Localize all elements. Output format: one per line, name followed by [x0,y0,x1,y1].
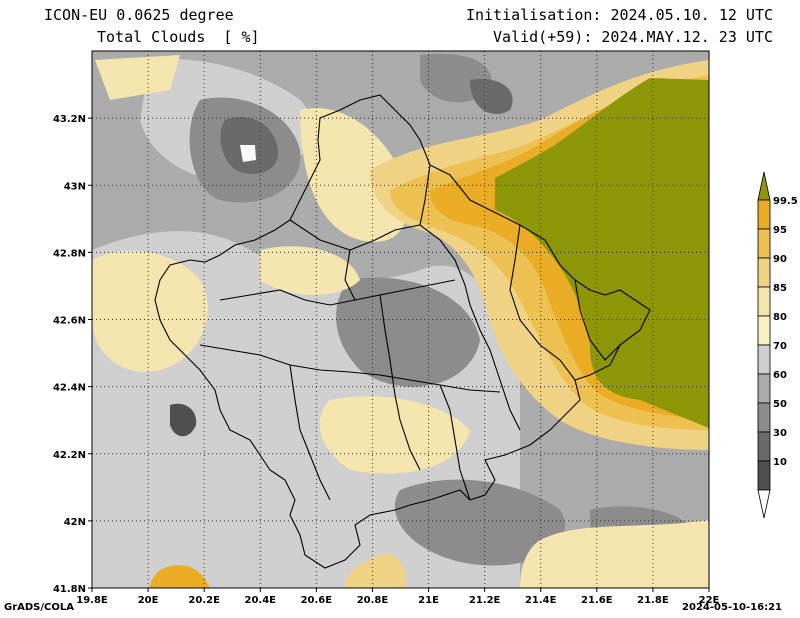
colorbar-segment [757,402,771,433]
inner-border-10 [574,279,621,361]
colorbar-segment [757,315,771,346]
field-darker-grey-n [470,79,513,115]
colorbar-legend: 99.5 95 90 85 80 70 60 50 30 10 [757,171,798,519]
lon-tick-label: 21.6E [581,595,613,606]
inner-border-3 [199,344,501,393]
colorbar-label: 50 [773,399,787,410]
colorbar-segment [757,373,771,404]
colorbar-label: 90 [773,254,787,265]
initialisation-time: Initialisation: 2024.05.10. 12 UTC [465,6,773,24]
inner-border-2 [219,279,456,306]
latitude-axis: 43.2N 43N 42.8N 42.6N 42.4N 42.2N 42N 41.8N [53,114,92,595]
colorbar-label: 80 [773,312,787,323]
lat-tick-label: 42.8N [53,248,86,259]
colorbar-label: 99.5 [773,196,798,207]
lon-tick-label: 20.4E [245,595,277,606]
cloud-cover-field [92,51,709,588]
field-pale-s [319,396,470,474]
lat-tick-label: 42.6N [53,316,86,327]
graticule [92,51,709,588]
colorbar-segment [757,286,771,317]
inner-border-5 [379,294,421,471]
colorbar-top-triangle [757,171,771,201]
lon-tick-label: 19.8E [76,595,108,606]
field-overcast [495,78,709,428]
lat-tick-label: 41.8N [53,584,86,595]
colorbar-bottom-triangle [757,489,771,519]
colorbar-label: 10 [773,457,787,468]
colorbar-label: 70 [773,341,787,352]
colorbar-label: 30 [773,428,787,439]
inner-border-7 [509,224,576,381]
lat-tick-label: 43N [64,181,86,192]
lat-tick-label: 42N [64,517,86,528]
field-pale-nw [95,55,180,100]
colorbar-segment [757,257,771,288]
variable-title: Total Clouds [ %] [97,28,260,46]
colorbar-segment [757,199,771,230]
lon-tick-label: 20.6E [301,595,333,606]
model-title: ICON-EU 0.0625 degree [44,6,234,24]
field-pale-w [92,250,208,372]
colorbar-label: 95 [773,225,787,236]
lat-tick-label: 43.2N [53,114,86,125]
lon-tick-label: 22E [699,595,720,606]
software-credit: GrADS/COLA [4,602,74,613]
lon-tick-label: 21E [418,595,439,606]
lon-tick-label: 20.8E [357,595,389,606]
lon-tick-label: 21.8E [637,595,669,606]
field-pale-se [520,520,709,588]
field-pale-center [260,246,360,295]
inner-border-9 [344,249,356,301]
outer-border [154,94,651,569]
colorbar-segment [757,431,771,462]
render-timestamp: 2024-05-10-16:21 [682,602,782,613]
lon-tick-label: 21.2E [469,595,501,606]
lat-tick-label: 42.2N [53,450,86,461]
inner-border-8 [439,384,471,501]
valid-time: Valid(+59): 2024.MAY.12. 23 UTC [493,28,773,46]
lon-tick-label: 20.2E [188,595,220,606]
lat-tick-label: 42.4N [53,383,86,394]
longitude-axis: 19.8E 20E 20.2E 20.4E 20.6E 20.8E 21E 21.2E 21.4… [76,588,720,606]
lon-tick-label: 20E [138,595,159,606]
colorbar-segment [757,228,771,259]
field-darkest-w [170,403,197,437]
admin-borders [154,94,651,569]
field-white-spot [240,145,256,162]
field-orange-sw [150,565,210,588]
colorbar-segment [757,460,771,491]
colorbar-label: 60 [773,370,787,381]
inner-border-6 [419,164,431,226]
colorbar-segment [757,344,771,375]
colorbar-label: 85 [773,283,787,294]
field-dark-grey-s [394,479,566,566]
inner-border-4 [289,364,331,501]
field-pale-n [300,108,408,242]
lon-tick-label: 21.4E [525,595,557,606]
inner-border-1 [289,219,521,431]
field-yellow-s [345,554,406,588]
